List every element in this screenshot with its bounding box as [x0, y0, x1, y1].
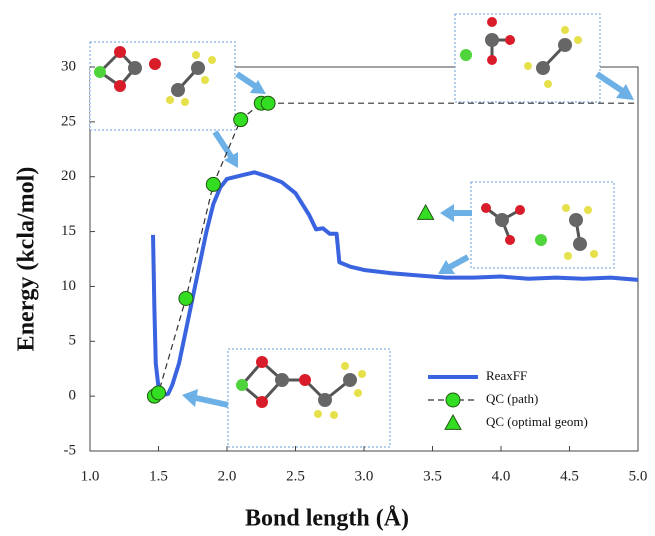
y-tick-label: 25 — [61, 113, 76, 129]
arrow — [195, 395, 229, 408]
arrowhead — [250, 80, 266, 94]
arrowhead — [182, 389, 198, 407]
x-tick-label: 2.5 — [286, 468, 305, 484]
arrowhead — [224, 152, 238, 168]
qc-path-point — [151, 385, 166, 401]
x-tick-label: 2.0 — [218, 468, 237, 484]
arrow — [446, 254, 470, 271]
x-tick-label: 4.5 — [560, 468, 579, 484]
qc-path-point — [260, 95, 276, 111]
molecule — [481, 203, 598, 260]
molecule — [236, 356, 366, 419]
x-tick-label: 1.5 — [149, 468, 168, 484]
qc-path-point — [178, 290, 194, 306]
qc-optimal-point — [416, 203, 435, 220]
arrowhead — [616, 84, 634, 100]
insets — [89, 13, 615, 448]
arrow — [212, 130, 235, 160]
x-tick-label: 3.0 — [355, 468, 374, 484]
x-tick-label: 4.0 — [492, 468, 511, 484]
arrow — [595, 71, 626, 95]
arrow — [235, 71, 260, 91]
legend-label: QC (path) — [486, 391, 538, 406]
y-tick-label: 10 — [61, 278, 76, 294]
arrows — [182, 71, 634, 408]
arrowhead — [440, 204, 454, 222]
x-tick-label: 1.0 — [81, 468, 100, 484]
y-tick-label: 20 — [61, 168, 76, 184]
legend-swatch — [445, 392, 461, 408]
qc-path-point — [205, 176, 221, 192]
x-tick-label: 5.0 — [629, 468, 648, 484]
y-tick-label: 5 — [69, 333, 77, 349]
molecule — [460, 17, 582, 88]
x-tick-label: 3.5 — [423, 468, 442, 484]
arrowhead — [438, 260, 455, 274]
qc-path-point — [233, 112, 249, 128]
molecule — [94, 46, 216, 106]
y-tick-label: -5 — [64, 442, 77, 458]
y-axis-title: Energy (kcla/mol) — [14, 167, 40, 352]
inset-box — [227, 348, 391, 448]
x-axis-title: Bond length (Å) — [245, 506, 409, 532]
legend-swatch — [444, 413, 462, 430]
legend-label: ReaxFF — [486, 368, 527, 383]
inset-box — [454, 13, 601, 103]
y-tick-label: 15 — [61, 223, 76, 239]
inset-box — [89, 41, 236, 131]
legend-label: QC (optimal geom) — [486, 414, 588, 429]
y-tick-label: 0 — [69, 388, 77, 404]
y-tick-label: 30 — [61, 58, 76, 74]
reaxff-line — [151, 170, 639, 398]
